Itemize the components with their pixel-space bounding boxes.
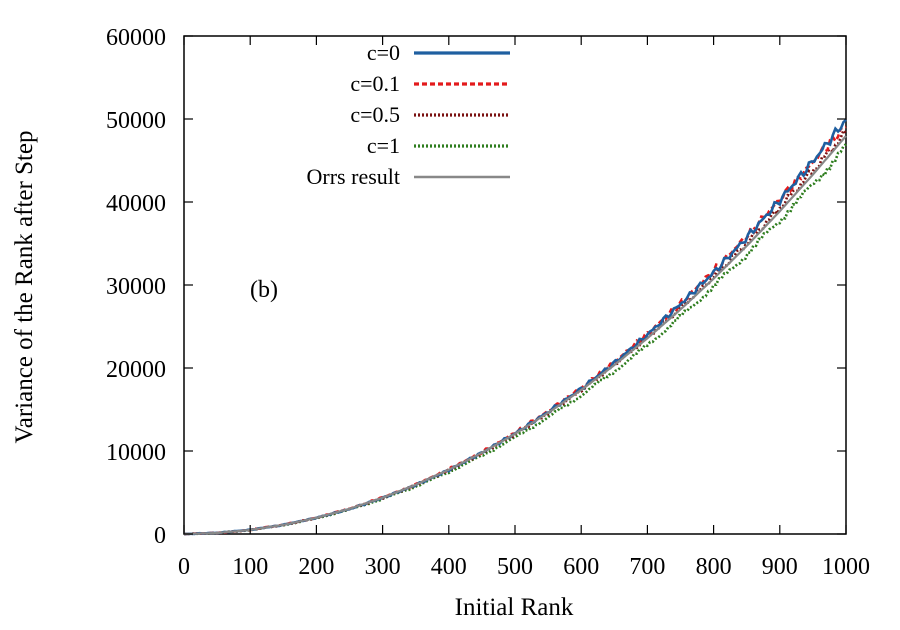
- y-tick-label: 10000: [106, 440, 166, 466]
- x-tick-label: 1000: [822, 554, 870, 580]
- x-tick-label: 700: [629, 554, 665, 580]
- series-line-orrs-result: [183, 135, 847, 536]
- legend-label: Orrs result: [307, 164, 400, 189]
- plot-frame: [183, 35, 847, 535]
- x-tick-label: 300: [365, 554, 401, 580]
- y-tick-label: 0: [154, 523, 166, 549]
- x-tick-label: 500: [497, 554, 533, 580]
- y-tick-label: 50000: [106, 108, 166, 134]
- y-tick-label: 40000: [106, 191, 166, 217]
- series-layer: [183, 118, 847, 536]
- legend-label: c=1: [367, 133, 400, 158]
- plot-border: [183, 35, 847, 535]
- legend: c=0 c=0.1 c=0.5 c=1 Orrs result: [307, 40, 510, 189]
- y-tick-label: 20000: [106, 357, 166, 383]
- x-tick-label: 800: [696, 554, 732, 580]
- series-line-c-1: [183, 143, 847, 536]
- x-tick-label: 400: [431, 554, 467, 580]
- x-tick-label: 100: [232, 554, 268, 580]
- x-axis-title: Initial Rank: [455, 594, 574, 621]
- series-line-c-0: [183, 118, 847, 536]
- legend-label: c=0: [367, 40, 400, 65]
- ticks-layer: 0 100 200 300 400 500 600 700 800 900 100001000020…: [106, 25, 870, 580]
- x-tick-label: 900: [762, 554, 798, 580]
- series-line-c-0-5: [183, 128, 847, 536]
- x-tick-label: 0: [178, 554, 190, 580]
- y-tick-label: 30000: [106, 274, 166, 300]
- legend-label: c=0.5: [350, 102, 400, 127]
- y-tick-label: 60000: [106, 25, 166, 51]
- y-axis-title: Variance of the Rank after Step: [11, 130, 38, 443]
- series-line-c-0-1: [183, 125, 847, 536]
- x-tick-label: 600: [563, 554, 599, 580]
- panel-annotation: (b): [250, 277, 278, 303]
- x-tick-label: 200: [298, 554, 334, 580]
- legend-label: c=0.1: [350, 71, 400, 96]
